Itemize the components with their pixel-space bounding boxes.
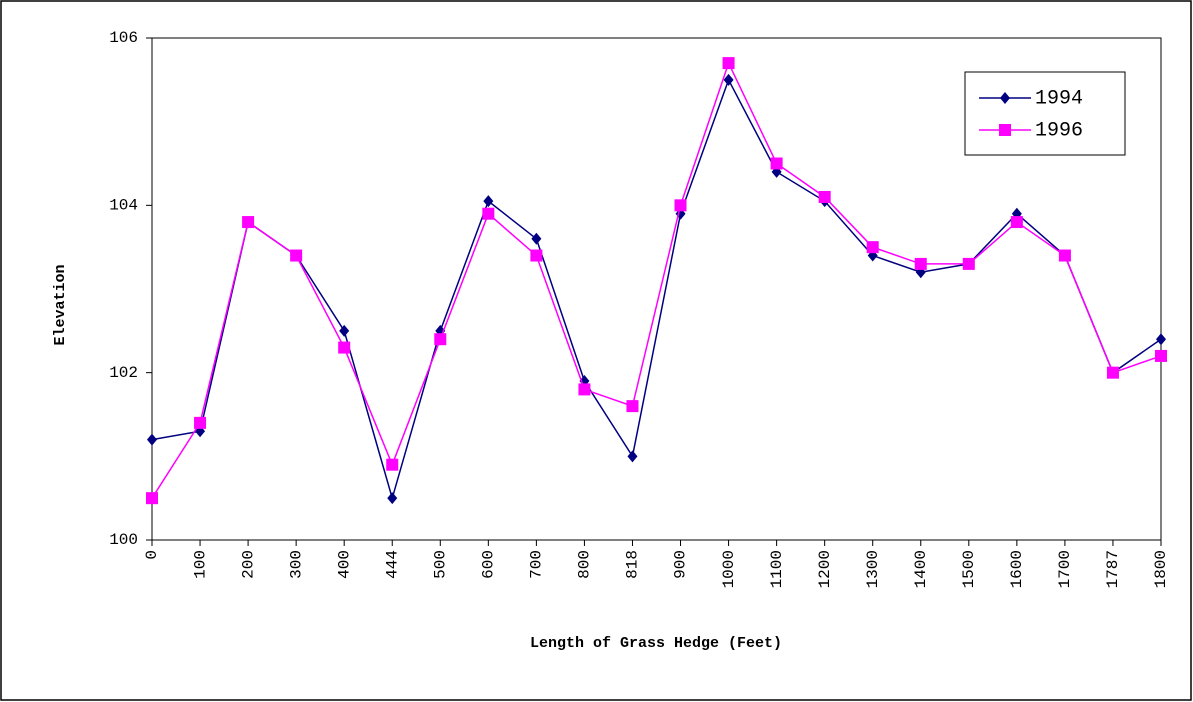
x-tick-label: 818 (624, 550, 642, 579)
point (722, 57, 735, 70)
point (1058, 249, 1071, 262)
point (578, 383, 591, 396)
point (674, 199, 687, 212)
x-tick-label: 1700 (1056, 550, 1074, 588)
x-tick-label: 1400 (912, 550, 930, 588)
legend-box (964, 71, 1126, 156)
point (482, 207, 495, 220)
point (1106, 366, 1119, 379)
y-tick-label: 100 (109, 531, 138, 549)
point (290, 249, 303, 262)
point (962, 257, 975, 270)
x-tick-label: 100 (191, 550, 209, 579)
legend-label: 1996 (1035, 119, 1083, 142)
x-axis-title: Length of Grass Hedge (Feet) (530, 635, 782, 652)
point (818, 190, 831, 203)
point (530, 249, 543, 262)
y-tick-label: 104 (109, 197, 138, 215)
point (1000, 92, 1010, 104)
x-tick-label: 1300 (864, 550, 882, 588)
point (626, 400, 639, 413)
point (387, 492, 398, 505)
point (723, 73, 734, 86)
legend-label: 1994 (1035, 87, 1083, 110)
point (146, 492, 158, 505)
series-line (151, 77, 1162, 501)
y-axis-title: Elevation (52, 264, 69, 345)
point (386, 458, 399, 471)
y-tick-label: 102 (109, 364, 138, 382)
point (483, 195, 494, 208)
plot-frame (151, 37, 1162, 541)
point (627, 450, 638, 463)
point (770, 157, 783, 170)
x-tick-label: 444 (383, 550, 401, 579)
series-line (151, 61, 1162, 499)
point (338, 341, 351, 354)
y-tick-label: 106 (109, 29, 138, 47)
x-tick-label: 1500 (960, 550, 978, 588)
x-tick-label: 200 (239, 550, 257, 579)
point (194, 416, 207, 429)
point (242, 216, 255, 229)
x-tick-label: 0 (143, 550, 161, 560)
x-tick-label: 1787 (1104, 550, 1122, 588)
point (999, 124, 1011, 136)
x-tick-label: 1600 (1008, 550, 1026, 588)
x-tick-label: 1200 (816, 550, 834, 588)
point (434, 333, 447, 346)
x-tick-label: 1000 (720, 550, 738, 588)
point (531, 232, 542, 245)
x-tick-label: 800 (576, 550, 594, 579)
point (147, 433, 157, 446)
point (339, 324, 350, 337)
x-tick-label: 400 (335, 550, 353, 579)
x-tick-label: 900 (672, 550, 690, 579)
x-tick-label: 300 (287, 550, 305, 579)
point (914, 257, 927, 270)
x-tick-label: 1100 (768, 550, 786, 588)
x-tick-label: 500 (432, 550, 450, 579)
point (1156, 333, 1166, 346)
point (1155, 349, 1167, 362)
point (866, 241, 879, 254)
x-tick-label: 1800 (1152, 550, 1170, 588)
point (1010, 216, 1023, 229)
x-tick-label: 700 (528, 550, 546, 579)
x-tick-label: 600 (480, 550, 498, 579)
